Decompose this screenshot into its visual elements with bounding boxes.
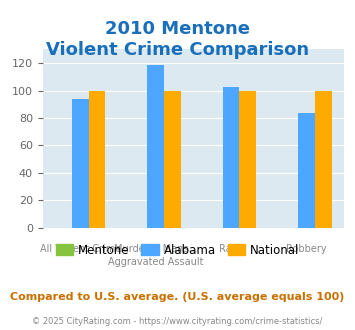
Text: © 2025 CityRating.com - https://www.cityrating.com/crime-statistics/: © 2025 CityRating.com - https://www.city…: [32, 317, 323, 326]
Text: All Violent Crime: All Violent Crime: [40, 245, 121, 254]
Text: Violent Crime Comparison: Violent Crime Comparison: [46, 41, 309, 59]
Text: Rape: Rape: [219, 245, 244, 254]
Bar: [223, 86, 240, 228]
Bar: [164, 91, 181, 228]
Bar: [72, 99, 89, 228]
Text: Aggravated Assault: Aggravated Assault: [108, 257, 203, 267]
Bar: [89, 91, 105, 228]
Bar: [298, 113, 315, 228]
Bar: [147, 65, 164, 228]
Text: 2010 Mentone: 2010 Mentone: [105, 20, 250, 38]
Text: Compared to U.S. average. (U.S. average equals 100): Compared to U.S. average. (U.S. average …: [10, 292, 345, 302]
Bar: [240, 91, 256, 228]
Legend: Mentone, Alabama, National: Mentone, Alabama, National: [51, 239, 304, 261]
Text: Murder & Mans...: Murder & Mans...: [114, 245, 197, 254]
Bar: [315, 91, 332, 228]
Text: Robbery: Robbery: [286, 245, 327, 254]
